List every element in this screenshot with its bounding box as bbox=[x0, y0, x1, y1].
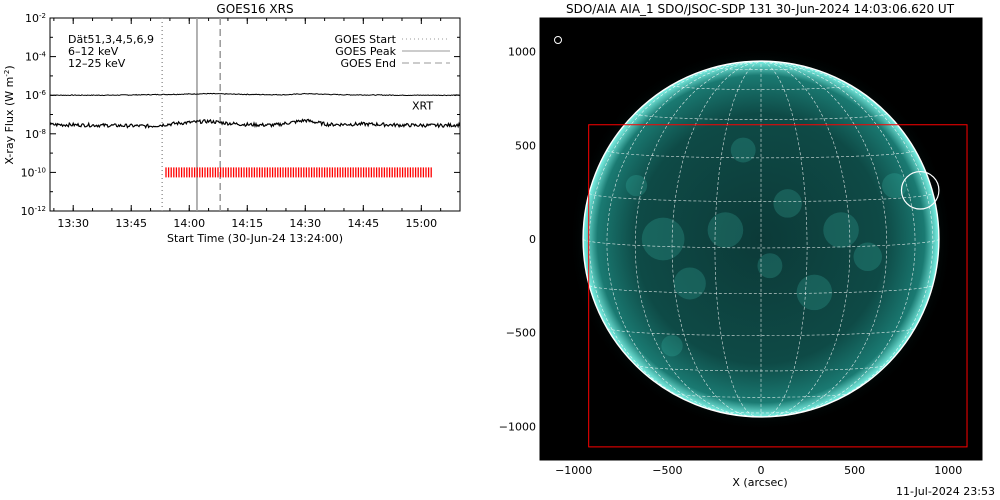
active-region bbox=[853, 242, 882, 272]
flare-location-marker bbox=[900, 170, 940, 210]
active-region bbox=[707, 212, 744, 248]
goes-y-axis-label: X-ray Flux (W m-2) bbox=[3, 65, 16, 164]
legend-left-item: Dät51,3,4,5,6,9 bbox=[68, 33, 154, 46]
xrt-label: XRT bbox=[412, 99, 433, 112]
y-tick-label: 1000 bbox=[508, 46, 536, 59]
grid-parallel bbox=[588, 192, 934, 202]
legend-left-item: 6–12 keV bbox=[68, 45, 119, 58]
goes-y-axis: 10-2 10-4 10-6 10-8 10-10 10-12 bbox=[21, 12, 460, 218]
grid-meridian bbox=[760, 61, 808, 417]
grid-parallel bbox=[714, 67, 808, 70]
legend-right-item: GOES Start bbox=[335, 33, 397, 46]
goes-series-line bbox=[49, 118, 461, 130]
grid-meridian bbox=[760, 61, 888, 417]
active-region bbox=[641, 217, 685, 261]
active-region bbox=[673, 267, 706, 300]
legend-left-item: 12–25 keV bbox=[68, 57, 126, 70]
grid-parallel bbox=[606, 328, 916, 336]
x-tick-label: 500 bbox=[844, 464, 865, 477]
active-region bbox=[881, 173, 907, 199]
y-tick-label: −1000 bbox=[499, 420, 536, 433]
goes-series-line bbox=[50, 92, 460, 97]
active-region bbox=[730, 137, 756, 163]
x-tick-label: −500 bbox=[652, 464, 682, 477]
y-tick-label: 10-2 bbox=[25, 12, 46, 25]
x-tick-label: 1000 bbox=[934, 464, 962, 477]
x-tick-label: 14:15 bbox=[231, 217, 263, 230]
grid-meridian bbox=[760, 61, 851, 417]
flare-legend-icon bbox=[554, 36, 562, 44]
y-tick-label: 10-12 bbox=[21, 205, 46, 218]
x-tick-label: −1000 bbox=[555, 464, 592, 477]
active-region bbox=[773, 189, 802, 218]
legend-right-item: GOES Peak bbox=[335, 45, 396, 58]
grid-meridian bbox=[760, 61, 934, 414]
grid-parallel bbox=[606, 149, 916, 159]
goes-x-axis-label: Start Time (30-Jun-24 13:24:00) bbox=[167, 232, 343, 245]
grid-parallel bbox=[672, 393, 850, 398]
x-tick-label: 14:30 bbox=[289, 217, 321, 230]
y-tick-label: 10-10 bbox=[21, 166, 46, 179]
goes-chart-title: GOES16 XRS bbox=[216, 2, 293, 16]
y-tick-label: 10-8 bbox=[25, 128, 46, 141]
xrt-fov-label: XRT FOV bbox=[593, 409, 640, 422]
y-tick-label: 10-4 bbox=[25, 51, 47, 64]
y-tick-label: −500 bbox=[506, 327, 536, 340]
footer-timestamp: 11-Jul-2024 23:53 bbox=[896, 485, 995, 498]
active-region bbox=[757, 253, 783, 279]
solar-limb bbox=[582, 60, 940, 418]
grid-meridian bbox=[634, 61, 762, 417]
active-region bbox=[796, 274, 833, 311]
grid-meridian bbox=[760, 61, 916, 417]
goes-series bbox=[49, 92, 461, 130]
active-region bbox=[661, 335, 683, 357]
grid-parallel bbox=[635, 364, 887, 372]
grid-parallel bbox=[589, 285, 933, 294]
xrt-observation-bars: XRT bbox=[165, 99, 433, 178]
legend-right-item: GOES End bbox=[340, 57, 396, 70]
x-tick-label: 14:00 bbox=[173, 217, 205, 230]
aia-legend: AIA flare location bbox=[554, 34, 660, 47]
grid-parallel bbox=[634, 113, 888, 120]
grid-meridian bbox=[606, 61, 762, 417]
xrt-fov-box bbox=[588, 124, 968, 448]
aia-x-axis-label: X (arcsec) bbox=[732, 476, 787, 489]
grid-parallel bbox=[583, 238, 939, 249]
aia-chart-title: SDO/AIA AIA_1 SDO/JSOC-SDP 131 30-Jun-20… bbox=[566, 2, 955, 16]
goes-x-axis: 13:30 13:45 14:00 14:15 14:30 14:45 15:00 bbox=[53, 18, 461, 230]
active-regions bbox=[625, 137, 907, 357]
goes-xrs-panel: GOES16 XRS 10-2 10-4 10-6 10-8 10-10 10-12 13… bbox=[3, 2, 461, 245]
active-region bbox=[823, 212, 859, 248]
grid-meridian bbox=[671, 61, 762, 417]
aia-legend-label: AIA flare location bbox=[566, 34, 660, 47]
grid-parallel bbox=[671, 84, 851, 90]
aia-x-axis: −1000 −500 0 500 1000 bbox=[555, 454, 962, 477]
y-tick-label: 0 bbox=[529, 233, 536, 246]
x-tick-label: 15:00 bbox=[405, 217, 437, 230]
x-tick-label: 14:45 bbox=[347, 217, 379, 230]
y-tick-label: 10-6 bbox=[25, 89, 47, 102]
x-tick-label: 13:30 bbox=[57, 217, 89, 230]
x-tick-label: 13:45 bbox=[115, 217, 147, 230]
aia-image-panel: SDO/AIA AIA_1 SDO/JSOC-SDP 131 30-Jun-20… bbox=[499, 2, 983, 489]
grid-meridian bbox=[714, 61, 762, 417]
grid-meridian bbox=[588, 61, 762, 414]
grid-parallel bbox=[715, 410, 807, 414]
active-region bbox=[625, 174, 648, 197]
y-tick-label: 500 bbox=[515, 139, 536, 152]
aia-y-axis: 1000 500 0 −500 −1000 bbox=[499, 46, 546, 433]
x-tick-label: 0 bbox=[758, 464, 765, 477]
heliographic-grid bbox=[583, 61, 939, 417]
goes-event-lines bbox=[161, 18, 221, 211]
